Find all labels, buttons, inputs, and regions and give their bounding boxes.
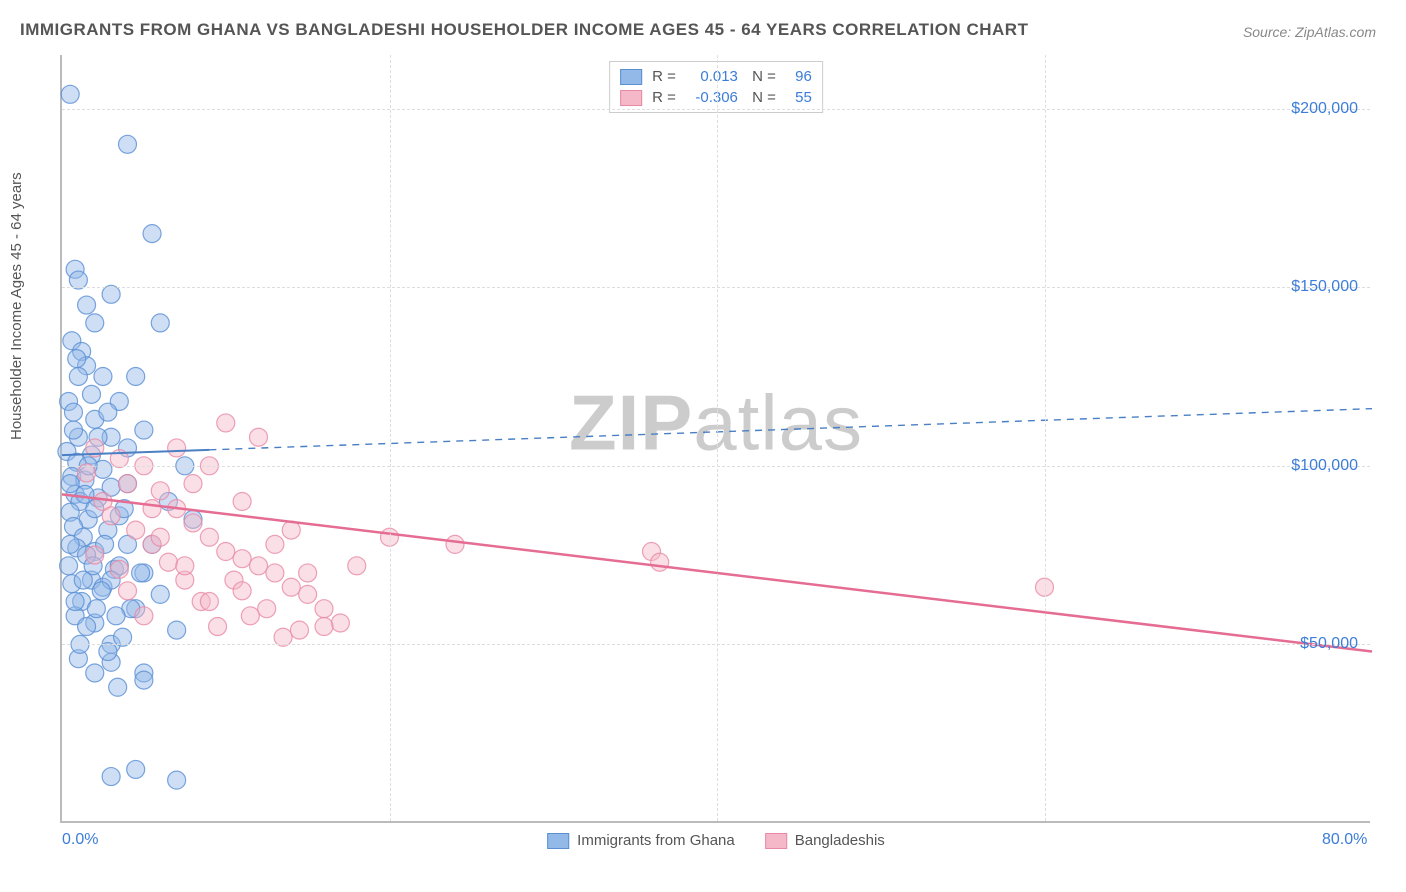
data-point bbox=[74, 571, 92, 589]
data-point bbox=[258, 600, 276, 618]
data-point bbox=[151, 528, 169, 546]
data-point bbox=[299, 585, 317, 603]
data-point bbox=[86, 314, 104, 332]
data-point bbox=[299, 564, 317, 582]
data-point bbox=[127, 367, 145, 385]
legend-item-2: Bangladeshis bbox=[765, 832, 885, 849]
data-point bbox=[87, 600, 105, 618]
trend-line-dashed bbox=[209, 409, 1372, 450]
gridline-h bbox=[62, 109, 1370, 110]
data-point bbox=[168, 621, 186, 639]
data-point bbox=[86, 664, 104, 682]
data-point bbox=[151, 585, 169, 603]
data-point bbox=[127, 521, 145, 539]
data-point bbox=[68, 350, 86, 368]
data-point bbox=[109, 678, 127, 696]
data-point bbox=[135, 671, 153, 689]
data-point bbox=[110, 560, 128, 578]
data-point bbox=[127, 760, 145, 778]
data-point bbox=[331, 614, 349, 632]
data-point bbox=[217, 414, 235, 432]
data-point bbox=[250, 557, 268, 575]
data-point bbox=[78, 618, 96, 636]
data-point bbox=[176, 557, 194, 575]
data-point bbox=[217, 543, 235, 561]
data-point bbox=[119, 582, 137, 600]
data-point bbox=[119, 135, 137, 153]
y-tick-label: $150,000 bbox=[1291, 278, 1358, 296]
series-2-name: Bangladeshis bbox=[795, 832, 885, 849]
data-point bbox=[233, 493, 251, 511]
data-point bbox=[143, 225, 161, 243]
data-point bbox=[143, 500, 161, 518]
data-point bbox=[94, 367, 112, 385]
chart-title: IMMIGRANTS FROM GHANA VS BANGLADESHI HOU… bbox=[20, 20, 1028, 40]
data-point bbox=[282, 578, 300, 596]
data-point bbox=[233, 550, 251, 568]
y-tick-label: $100,000 bbox=[1291, 457, 1358, 475]
data-point bbox=[64, 403, 82, 421]
data-point bbox=[119, 475, 137, 493]
data-point bbox=[86, 546, 104, 564]
source-attribution: Source: ZipAtlas.com bbox=[1243, 24, 1376, 40]
chart-plot-area: ZIPatlas R = 0.013 N = 96 R = -0.306 N =… bbox=[60, 55, 1370, 823]
data-point bbox=[266, 535, 284, 553]
data-point bbox=[250, 428, 268, 446]
legend-item-1: Immigrants from Ghana bbox=[547, 832, 735, 849]
data-point bbox=[651, 553, 669, 571]
data-point bbox=[61, 85, 79, 103]
data-point bbox=[241, 607, 259, 625]
data-point bbox=[69, 367, 87, 385]
scatter-svg bbox=[62, 55, 1370, 821]
data-point bbox=[102, 768, 120, 786]
data-point bbox=[209, 618, 227, 636]
series-1-name: Immigrants from Ghana bbox=[577, 832, 735, 849]
data-point bbox=[446, 535, 464, 553]
series-legend: Immigrants from Ghana Bangladeshis bbox=[547, 832, 885, 849]
data-point bbox=[159, 553, 177, 571]
data-point bbox=[92, 582, 110, 600]
data-point bbox=[99, 403, 117, 421]
data-point bbox=[200, 593, 218, 611]
data-point bbox=[200, 528, 218, 546]
data-point bbox=[168, 771, 186, 789]
data-point bbox=[184, 514, 202, 532]
data-point bbox=[61, 535, 79, 553]
gridline-h bbox=[62, 466, 1370, 467]
gridline-v bbox=[390, 55, 391, 821]
data-point bbox=[76, 485, 94, 503]
y-tick-label: $200,000 bbox=[1291, 100, 1358, 118]
gridline-v bbox=[717, 55, 718, 821]
data-point bbox=[64, 421, 82, 439]
y-axis-label: Householder Income Ages 45 - 64 years bbox=[8, 172, 25, 440]
data-point bbox=[348, 557, 366, 575]
data-point bbox=[151, 482, 169, 500]
data-point bbox=[315, 618, 333, 636]
data-point bbox=[184, 475, 202, 493]
data-point bbox=[135, 421, 153, 439]
gridline-h bbox=[62, 644, 1370, 645]
data-point bbox=[168, 439, 186, 457]
data-point bbox=[60, 557, 78, 575]
x-tick-label: 0.0% bbox=[62, 831, 98, 849]
gridline-h bbox=[62, 287, 1370, 288]
data-point bbox=[315, 600, 333, 618]
data-point bbox=[78, 296, 96, 314]
data-point bbox=[102, 507, 120, 525]
data-point bbox=[266, 564, 284, 582]
data-point bbox=[290, 621, 308, 639]
swatch-series-1-bottom bbox=[547, 833, 569, 849]
gridline-v bbox=[1045, 55, 1046, 821]
y-tick-label: $50,000 bbox=[1300, 635, 1358, 653]
data-point bbox=[82, 385, 100, 403]
data-point bbox=[107, 607, 125, 625]
data-point bbox=[151, 314, 169, 332]
x-tick-label: 80.0% bbox=[1322, 831, 1367, 849]
swatch-series-2-bottom bbox=[765, 833, 787, 849]
data-point bbox=[66, 593, 84, 611]
data-point bbox=[233, 582, 251, 600]
data-point bbox=[135, 607, 153, 625]
data-point bbox=[132, 564, 150, 582]
